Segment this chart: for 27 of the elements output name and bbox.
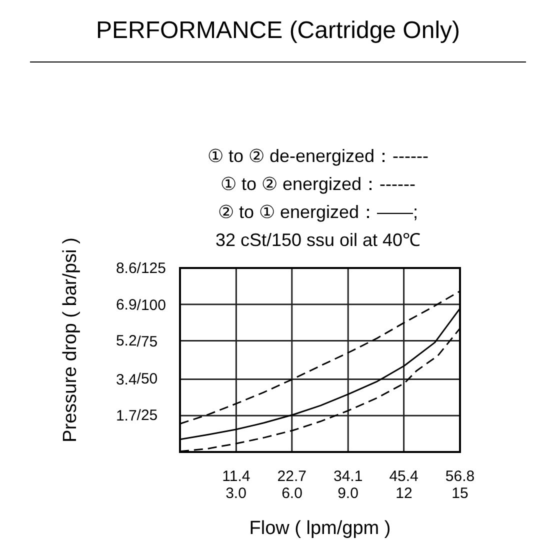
x2-tick-label: 15 (452, 485, 468, 502)
x-tick-label: 45.4 (389, 468, 418, 485)
x2-tick-label: 12 (396, 485, 412, 502)
x2-tick-label: 9.0 (338, 485, 358, 502)
y2-tick-label: /100 (136, 296, 166, 314)
y2-tick-label: /75 (136, 334, 158, 351)
x-tick-label: 56.8 (445, 468, 475, 485)
chart-title: PERFORMANCE (Cartridge Only) (96, 17, 460, 44)
y-axis-title: Pressure drop ( bar/psi ) (60, 238, 81, 442)
x-tick-label: 34.1 (333, 468, 363, 485)
y-tick-label: 6.9 (116, 296, 137, 314)
x-tick-label: 22.7 (277, 468, 307, 485)
text: ① to ② de-energized：------ (207, 146, 429, 166)
y-tick-label: 8.6 (116, 260, 137, 277)
y-tick-label: 1.7 (116, 408, 137, 425)
y2-tick-label: /125 (136, 260, 166, 277)
x2-tick-label: 3.0 (226, 485, 246, 502)
x2-tick-label: 6.0 (282, 485, 302, 502)
y2-tick-label: /25 (136, 407, 158, 424)
text: ② to ① energized：——; (218, 202, 418, 222)
x-axis-title: Flow ( lpm/gpm ) (249, 518, 391, 539)
text: 32 cSt/150 ssu oil at 40℃ (215, 230, 421, 250)
x-tick-label: 11.4 (222, 468, 250, 485)
y2-tick-label: /50 (136, 370, 158, 388)
y-tick-label: 5.2 (116, 332, 137, 350)
text: ① to ② energized：------ (220, 174, 416, 194)
y-tick-label: 3.4 (116, 371, 137, 388)
